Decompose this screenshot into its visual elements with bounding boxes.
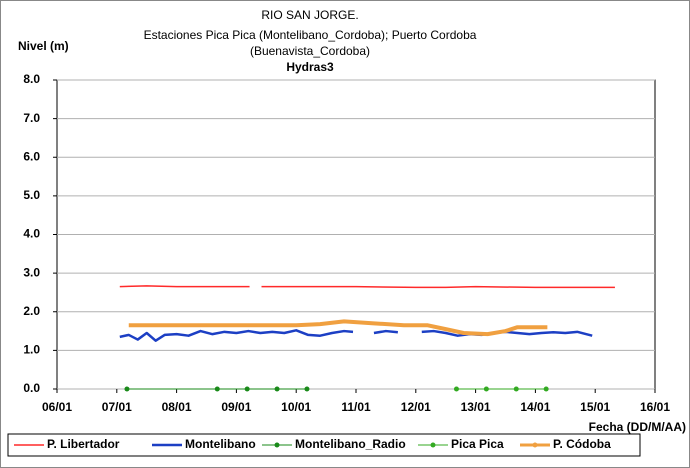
- data-point: [483, 386, 489, 392]
- legend-label: Montelibano_Radio: [295, 437, 406, 451]
- y-tick-label: 4.0: [23, 227, 40, 241]
- y-tick-label: 7.0: [23, 111, 40, 125]
- legend-marker: [430, 442, 436, 448]
- data-point: [124, 386, 130, 392]
- y-tick-label: 2.0: [23, 304, 40, 318]
- x-tick-label: 15/01: [580, 400, 610, 414]
- data-point: [453, 386, 459, 392]
- legend-label: Montelibano: [185, 437, 256, 451]
- legend-frame: [7, 433, 641, 457]
- legend-marker: [274, 442, 280, 448]
- data-point: [244, 386, 250, 392]
- data-point: [274, 386, 280, 392]
- data-point: [513, 386, 519, 392]
- x-tick-label: 07/01: [102, 400, 132, 414]
- y-tick-label: 8.0: [23, 72, 40, 86]
- x-tick-label: 11/01: [341, 400, 371, 414]
- data-point: [214, 386, 220, 392]
- chart-subtitle: (Buenavista_Cordoba): [250, 44, 370, 58]
- legend-label: P. Códoba: [553, 437, 611, 451]
- x-tick-label: 10/01: [281, 400, 311, 414]
- y-tick-label: 3.0: [23, 265, 40, 279]
- series-line: [119, 285, 615, 289]
- data-point: [543, 386, 549, 392]
- legend-label: P. Libertador: [47, 437, 120, 451]
- chart-subtitle: Hydras3: [286, 60, 334, 74]
- chart-title: RIO SAN JORGE.: [261, 8, 358, 22]
- y-tick-label: 5.0: [23, 188, 40, 202]
- data-point: [304, 386, 310, 392]
- series-line: [128, 319, 548, 337]
- x-tick-label: 12/01: [401, 400, 431, 414]
- legend-marker: [532, 442, 538, 448]
- x-tick-label: 09/01: [221, 400, 251, 414]
- x-tick-label: 06/01: [42, 400, 72, 414]
- chart-subtitle: Estaciones Pica Pica (Montelibano_Cordob…: [144, 28, 477, 42]
- x-tick-label: 13/01: [461, 400, 491, 414]
- y-tick-label: 0.0: [23, 381, 40, 395]
- x-axis-label: Fecha (DD/M/AA): [589, 420, 686, 434]
- legend-label: Pica Pica: [451, 437, 504, 451]
- y-tick-label: 6.0: [23, 149, 40, 163]
- x-tick-label: 08/01: [162, 400, 192, 414]
- y-axis-label: Nivel (m): [18, 39, 69, 53]
- x-tick-label: 16/01: [640, 400, 670, 414]
- y-tick-label: 1.0: [23, 343, 40, 357]
- x-tick-label: 14/01: [520, 400, 550, 414]
